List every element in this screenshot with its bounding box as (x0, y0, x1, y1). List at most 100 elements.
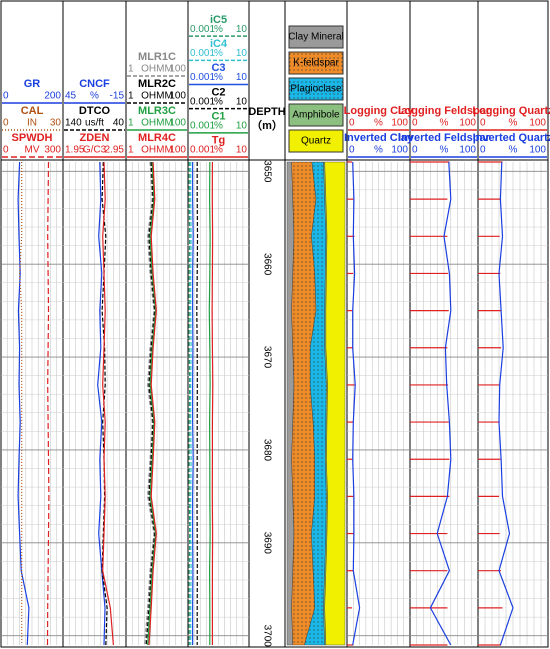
scale-right: 100 (169, 91, 186, 102)
curve-name: iC5 (210, 14, 227, 26)
scale-right: 100 (391, 145, 408, 156)
scale-left: 0.001 (190, 72, 215, 83)
curve-name: ZDEN (80, 132, 110, 144)
curve (188, 162, 191, 645)
scale-left: 0.001 (190, 24, 215, 35)
curve (147, 161, 157, 646)
scale-left: 0 (349, 118, 355, 129)
legend-swatch (288, 25, 344, 49)
curve-name: GR (24, 78, 41, 90)
depth-label: DEPTH (248, 106, 285, 118)
scale-left: 0.001 (190, 48, 215, 59)
curve (144, 161, 155, 646)
curve-name: C1 (211, 111, 225, 123)
curve-name: Logging Feldspar (398, 105, 491, 117)
curve (148, 161, 157, 646)
curve (208, 161, 211, 645)
curve (192, 162, 194, 645)
scale-left: 0 (480, 145, 486, 156)
scale-right: 10 (236, 24, 248, 35)
scale-unit: % (214, 48, 223, 59)
legend-swatch (288, 129, 344, 153)
scale-left: 1 (128, 145, 134, 156)
scale-right: 200 (44, 91, 61, 102)
scale-right: 10 (236, 96, 248, 107)
scale-right: 100 (459, 145, 476, 156)
scale-right: 100 (169, 145, 186, 156)
legend-label: Quartz (301, 136, 331, 147)
legend-label: K-feldspar (293, 58, 339, 69)
scale-unit: % (214, 120, 223, 131)
legend-pattern (289, 78, 343, 100)
legend-label: Plagioclase (290, 84, 342, 95)
scale-left: 0 (3, 145, 9, 156)
scale-unit: % (374, 118, 383, 129)
scale-unit: OHMM (141, 91, 173, 102)
scale-right: 300 (44, 145, 61, 156)
scale-left: 45 (65, 91, 77, 102)
depth-tick-label: 3700 (261, 625, 272, 648)
scale-left: 0 (349, 145, 355, 156)
scale-unit: % (90, 91, 99, 102)
curve-name: Inverted Clay (344, 132, 414, 144)
depth-unit: （m） (251, 119, 283, 132)
curve-name: Inverted Feldspar (398, 132, 490, 144)
scale-right: -15 (110, 91, 125, 102)
curve (18, 162, 23, 645)
legend-pattern (289, 52, 343, 74)
scale-right: 100 (529, 145, 546, 156)
scale-left: 0 (3, 118, 9, 129)
scale-left: 0 (3, 91, 9, 102)
curve-name: Tg (212, 135, 225, 147)
curve (46, 161, 50, 646)
scale-unit: % (509, 118, 518, 129)
scale-right: 100 (169, 118, 186, 129)
scale-right: 10 (236, 72, 248, 83)
curve-name: MLR4C (138, 132, 176, 144)
curve (97, 161, 106, 646)
depth-tick-label: 3650 (261, 160, 272, 183)
scale-left: 1 (128, 91, 134, 102)
curve-name: Logging Clay (344, 105, 415, 117)
scale-unit: % (214, 72, 223, 83)
scale-left: 0.001 (190, 145, 215, 156)
curve-name: CAL (21, 105, 44, 117)
curve-name: CNCF (79, 78, 110, 90)
mineral-area (324, 161, 346, 646)
curve-name: MLR3C (138, 105, 176, 117)
scale-left: 0.001 (190, 120, 215, 131)
curve-name: MLR2C (138, 78, 176, 90)
curve (196, 162, 199, 645)
curve-name: Logging Quartz (472, 105, 550, 117)
curve-name: C3 (211, 62, 225, 74)
scale-unit: OHMM (141, 118, 173, 129)
scale-right: 100 (391, 118, 408, 129)
curve (352, 161, 361, 646)
scale-unit: IN (27, 118, 37, 129)
depth-tick-label: 3680 (261, 439, 272, 462)
legend-swatch (288, 103, 344, 127)
curve-name: Inverted Quartz (473, 132, 550, 144)
scale-left: 1.95 (65, 145, 85, 156)
depth-tick-label: 3690 (261, 532, 272, 555)
scale-left: 0 (412, 145, 418, 156)
scale-unit: MV (25, 145, 40, 156)
scale-left: 140 (65, 118, 82, 129)
curve-name: DTCO (79, 105, 111, 117)
curve (498, 161, 514, 646)
scale-unit: % (214, 24, 223, 35)
scale-left: 0 (412, 118, 418, 129)
scale-right: 2.95 (105, 145, 125, 156)
scale-unit: % (509, 145, 518, 156)
curve-name: SPWDH (12, 132, 53, 144)
scale-unit: OHMM (141, 64, 173, 75)
scale-right: 10 (236, 145, 248, 156)
scale-left: 0 (480, 118, 486, 129)
scale-right: 10 (236, 48, 248, 59)
curve (17, 161, 30, 646)
scale-left: 1 (128, 118, 134, 129)
curve (102, 161, 114, 646)
scale-right: 10 (236, 120, 248, 131)
curve (211, 161, 214, 645)
